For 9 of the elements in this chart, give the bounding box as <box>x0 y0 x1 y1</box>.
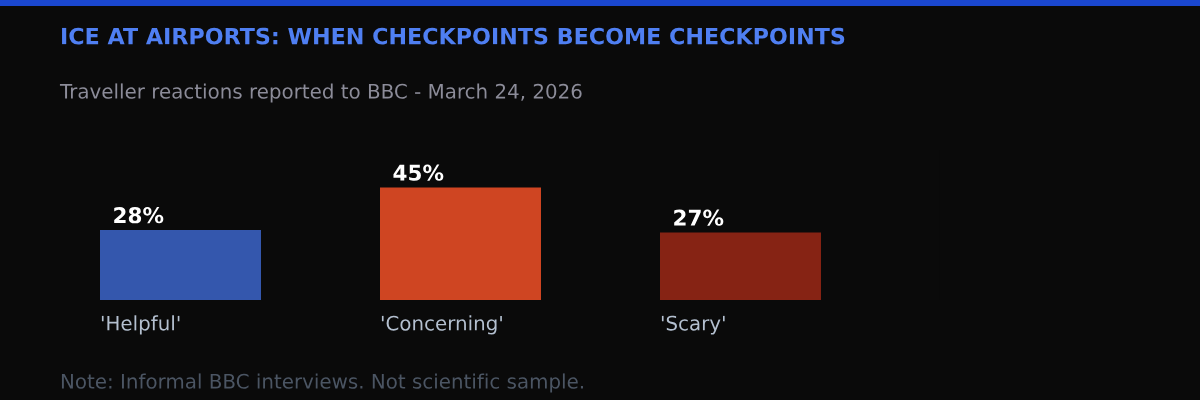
text: Note: Informal BBC interviews. Not scientific sample. <box>61 373 583 393</box>
data-label: 45% <box>393 164 444 181</box>
data-label: 27% <box>674 209 724 226</box>
x-tick-label: 'Scary' <box>661 315 725 335</box>
data-label: 28% <box>114 207 164 224</box>
chart-title: ICE AT AIRPORTS: WHEN CHECKPOINTS BECOME CHECKPOINTS <box>62 27 845 45</box>
x-tick-label: 'Helpful' <box>101 315 180 335</box>
x-tick-label: 'Concerning' <box>381 315 502 335</box>
chart-subtitle: Traveller reactions reported to BBC - March 24, 2026 <box>59 83 582 103</box>
